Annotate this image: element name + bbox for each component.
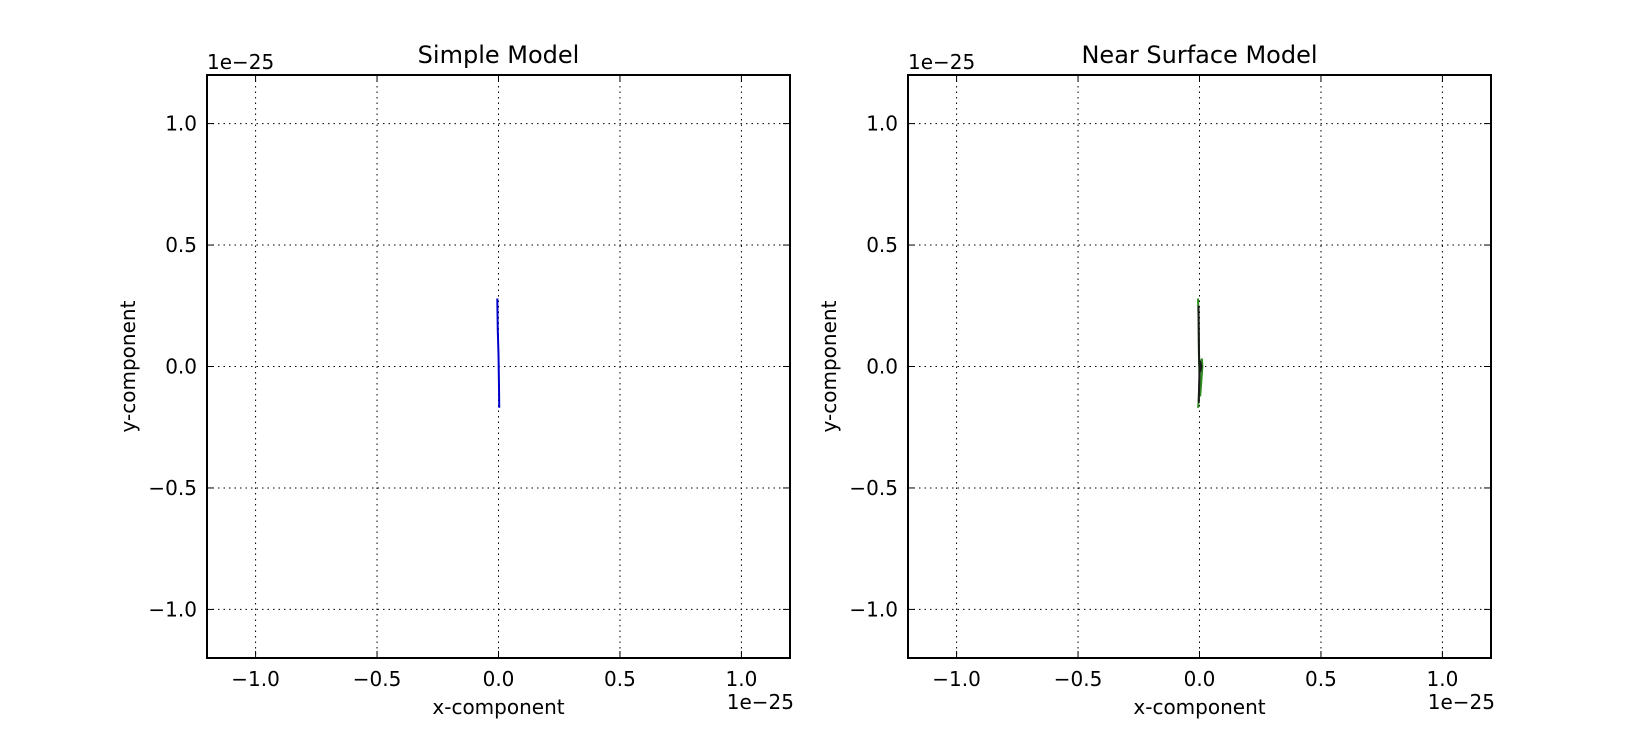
chart-panel-1: −1.0 −0.5 0.0 0.5 1.0 1.0 0.5 0.0 −0.5 −1.0 Simple… [116, 41, 794, 719]
y-offset-text: 1e−25 [207, 50, 274, 74]
y-tick-label: −1.0 [148, 597, 197, 621]
x-tick-label: −1.0 [932, 667, 981, 691]
x-axis-label: x-component [1133, 695, 1265, 719]
x-tick-label: −1.0 [231, 667, 280, 691]
series-line-2 [1197, 305, 1203, 403]
x-offset-text: 1e−25 [727, 690, 794, 714]
x-tick-label: 0.5 [604, 667, 636, 691]
y-tick-label: −0.5 [148, 476, 197, 500]
x-tick-label: 0.0 [1184, 667, 1216, 691]
y-offset-text: 1e−25 [908, 50, 975, 74]
y-axis-label: y-component [116, 300, 140, 432]
x-tick-label: −0.5 [353, 667, 402, 691]
chart-title: Near Surface Model [1081, 41, 1317, 69]
x-tick-label: 0.0 [483, 667, 515, 691]
y-tick-label: 1.0 [866, 112, 898, 136]
y-axis-label: y-component [817, 300, 841, 432]
y-tick-label: 1.0 [165, 112, 197, 136]
x-tick-label: 0.5 [1305, 667, 1337, 691]
chart-title: Simple Model [418, 41, 580, 69]
x-tick-label: −0.5 [1054, 667, 1103, 691]
y-tick-label: −1.0 [849, 597, 898, 621]
y-tick-label: 0.0 [165, 355, 197, 379]
y-tick-label: 0.5 [165, 233, 197, 257]
axes-frame [907, 74, 1492, 659]
y-tick-label: 0.5 [866, 233, 898, 257]
x-axis-label: x-component [432, 695, 564, 719]
x-tick-label: 1.0 [726, 667, 758, 691]
x-offset-text: 1e−25 [1428, 690, 1495, 714]
y-tick-label: 0.0 [866, 355, 898, 379]
axes-frame [206, 74, 791, 659]
y-tick-label: −0.5 [849, 476, 898, 500]
chart-panel-2: −1.0 −0.5 0.0 0.5 1.0 1.0 0.5 0.0 −0.5 −1.0 Near S… [817, 41, 1495, 719]
x-tick-label: 1.0 [1427, 667, 1459, 691]
series-line-1 [496, 298, 501, 408]
